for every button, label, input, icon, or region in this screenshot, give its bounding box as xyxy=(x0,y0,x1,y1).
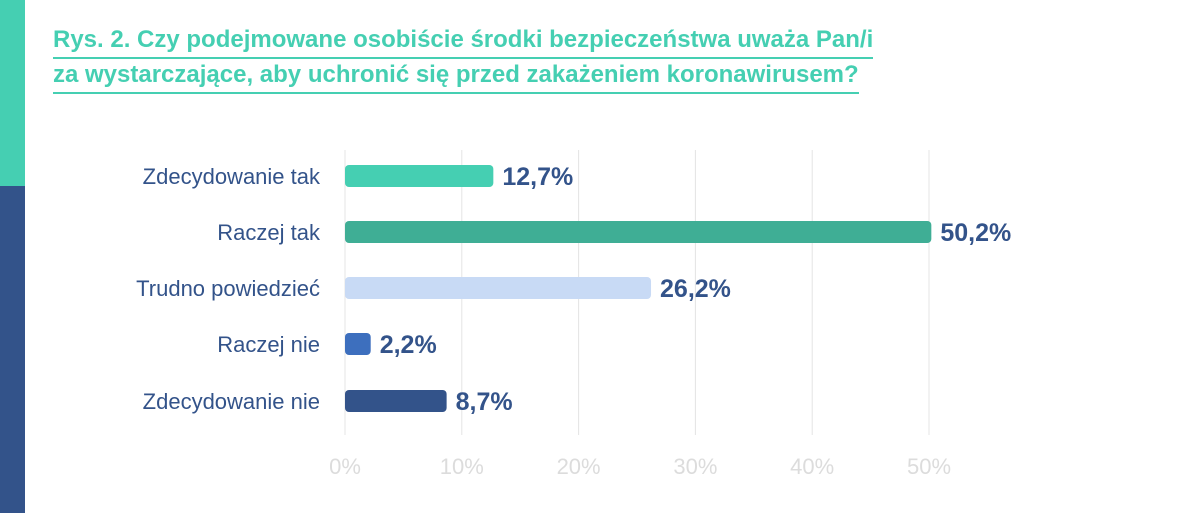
x-tick-label: 50% xyxy=(907,454,951,479)
data-label: 50,2% xyxy=(940,219,1011,247)
bar xyxy=(345,333,371,355)
category-label: Zdecydowanie nie xyxy=(143,389,320,414)
accent-bar-top xyxy=(0,0,25,186)
chart-title: Rys. 2. Czy podejmowane osobiście środki… xyxy=(53,24,874,94)
bar xyxy=(345,277,652,299)
x-tick-label: 20% xyxy=(557,454,601,479)
category-label: Trudno powiedzieć xyxy=(136,276,320,301)
category-label: Raczej tak xyxy=(217,220,321,245)
data-label: 8,7% xyxy=(456,388,513,416)
x-tick-label: 30% xyxy=(673,454,717,479)
data-label: 26,2% xyxy=(660,275,731,303)
bar xyxy=(345,221,932,243)
data-label: 12,7% xyxy=(502,163,573,191)
data-label: 2,2% xyxy=(380,331,437,359)
x-tick-label: 0% xyxy=(329,454,361,479)
chart-title-line-2: za wystarczające, aby uchronić się przed… xyxy=(53,59,859,94)
chart-title-line-1: Rys. 2. Czy podejmowane osobiście środki… xyxy=(53,24,874,59)
accent-bar-bottom xyxy=(0,186,25,513)
category-label: Raczej nie xyxy=(217,332,320,357)
bar xyxy=(345,165,494,187)
category-label: Zdecydowanie tak xyxy=(143,164,321,189)
x-tick-label: 40% xyxy=(790,454,834,479)
bar xyxy=(345,390,447,412)
x-tick-label: 10% xyxy=(440,454,484,479)
